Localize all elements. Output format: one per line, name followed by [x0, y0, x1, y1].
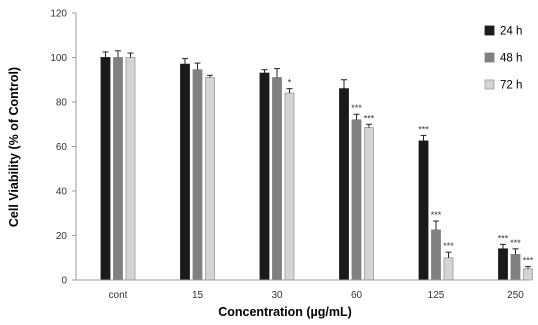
legend-swatch — [484, 52, 495, 63]
legend: 24 h 48 h 72 h — [484, 25, 522, 92]
bar — [125, 57, 136, 281]
y-tick-label: 100 — [50, 53, 67, 64]
bar — [272, 77, 282, 281]
significance-layer: ************************* — [288, 78, 534, 266]
bar — [284, 92, 295, 281]
x-axis-title: Concentration (µg/mL) — [218, 305, 352, 319]
x-tick-label: 250 — [507, 290, 524, 301]
y-tick-label: 0 — [61, 276, 67, 287]
legend-label: 72 h — [500, 80, 522, 92]
y-axis-title: Cell Viability (% of Control) — [7, 67, 21, 227]
y-tick-label: 60 — [56, 142, 68, 153]
bar — [431, 229, 441, 281]
y-axis-ticks: 0 20 40 60 80 100 120 — [50, 9, 76, 287]
bar — [351, 119, 362, 281]
legend-label: 24 h — [500, 26, 522, 38]
x-axis-ticks: cont 15 30 60 125 250 — [109, 290, 525, 301]
y-tick-label: 80 — [56, 98, 68, 109]
x-tick-label: 30 — [271, 290, 283, 301]
x-tick-label: 125 — [428, 290, 445, 301]
bar — [113, 57, 123, 281]
x-tick-label: 60 — [351, 290, 363, 301]
significance-label: *** — [498, 233, 509, 243]
y-tick-label: 40 — [56, 187, 68, 198]
bar — [523, 268, 533, 281]
bar — [180, 63, 190, 281]
significance-label: *** — [510, 238, 521, 248]
bar — [364, 127, 374, 281]
bar — [339, 88, 349, 281]
significance-label: *** — [364, 113, 375, 123]
x-tick-label: cont — [109, 290, 128, 301]
error-bars-layer — [102, 50, 531, 269]
legend-label: 48 h — [500, 53, 522, 65]
y-tick-label: 120 — [50, 9, 67, 20]
significance-label: *** — [443, 241, 454, 251]
bar — [259, 72, 270, 281]
significance-label: * — [288, 78, 292, 88]
bar — [418, 140, 429, 281]
bar — [100, 57, 111, 281]
bar — [498, 248, 508, 281]
y-tick-label: 20 — [56, 231, 68, 242]
x-tick-label: 15 — [192, 290, 204, 301]
legend-swatch — [484, 25, 495, 36]
significance-label: *** — [431, 210, 442, 220]
significance-label: *** — [418, 124, 429, 134]
legend-swatch — [484, 79, 495, 90]
significance-label: *** — [523, 256, 534, 266]
significance-label: *** — [351, 103, 362, 113]
bar — [510, 254, 521, 281]
bars-layer — [100, 57, 533, 281]
bar — [205, 77, 215, 281]
bar — [192, 69, 203, 281]
bar — [443, 257, 454, 281]
